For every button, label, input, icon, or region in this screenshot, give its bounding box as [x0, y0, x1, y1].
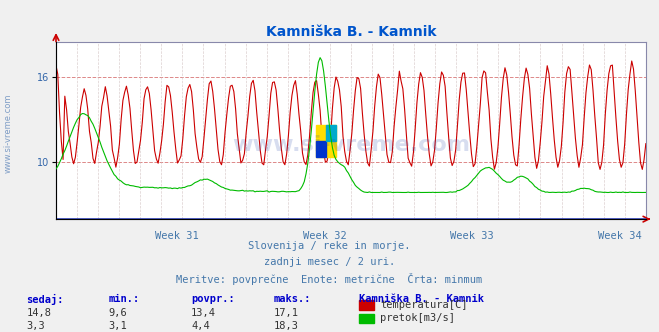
- Text: Meritve: povprečne  Enote: metrične  Črta: minmum: Meritve: povprečne Enote: metrične Črta:…: [177, 273, 482, 285]
- Text: pretok[m3/s]: pretok[m3/s]: [380, 313, 455, 323]
- Text: 13,4: 13,4: [191, 308, 216, 318]
- Text: Kamniška B. - Kamnik: Kamniška B. - Kamnik: [359, 294, 484, 304]
- Text: Slovenija / reke in morje.: Slovenija / reke in morje.: [248, 241, 411, 251]
- Text: sedaj:: sedaj:: [26, 294, 64, 305]
- Text: 18,3: 18,3: [273, 321, 299, 331]
- Text: min.:: min.:: [109, 294, 140, 304]
- Bar: [316, 125, 336, 157]
- Bar: [326, 125, 336, 141]
- Text: www.si-vreme.com: www.si-vreme.com: [3, 93, 13, 173]
- Text: Week 33: Week 33: [450, 231, 494, 241]
- Text: Week 32: Week 32: [302, 231, 347, 241]
- Text: zadnji mesec / 2 uri.: zadnji mesec / 2 uri.: [264, 257, 395, 267]
- Title: Kamniška B. - Kamnik: Kamniška B. - Kamnik: [266, 25, 436, 39]
- Text: Week 31: Week 31: [156, 231, 199, 241]
- Text: www.si-vreme.com: www.si-vreme.com: [232, 134, 470, 154]
- Text: povpr.:: povpr.:: [191, 294, 235, 304]
- Text: 4,4: 4,4: [191, 321, 210, 331]
- Text: 17,1: 17,1: [273, 308, 299, 318]
- Text: 9,6: 9,6: [109, 308, 127, 318]
- Text: temperatura[C]: temperatura[C]: [380, 300, 468, 310]
- Text: maks.:: maks.:: [273, 294, 311, 304]
- Text: 3,1: 3,1: [109, 321, 127, 331]
- Text: 14,8: 14,8: [26, 308, 51, 318]
- Bar: [316, 141, 326, 157]
- Text: Week 34: Week 34: [598, 231, 641, 241]
- Text: 3,3: 3,3: [26, 321, 45, 331]
